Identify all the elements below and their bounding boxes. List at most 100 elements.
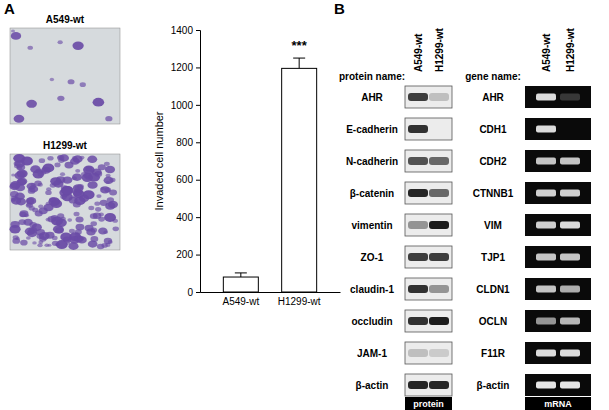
protein-band [408,285,428,293]
y-tick: 0 [187,287,200,298]
mrna-band [536,158,556,165]
stain-dot [98,227,107,234]
y-tick-label: 800 [176,137,193,148]
stain-dot [50,177,61,185]
y-tick-mark [196,67,200,68]
stain-dot [34,181,42,187]
protein-band [408,253,428,261]
stain-dot [38,205,43,209]
protein-band [429,349,449,357]
significance-annotation: *** [292,38,308,53]
stain-dot [96,194,101,198]
stain-dot [47,156,53,161]
stain-dot [60,172,65,176]
lane-label: A549-wt [413,33,424,72]
stain-dot [60,233,72,242]
protein-band [408,349,428,357]
stain-dot [112,226,119,231]
lane-label: H1299-wt [565,27,576,72]
stain-dot [26,197,36,205]
protein-name: E-cadherin [346,124,398,135]
y-axis: 0 200 400 600 800 1000 1200 1400 [171,25,201,298]
stain-dot [74,212,80,217]
stain-dot [44,243,49,247]
stain-dot [108,240,113,244]
mrna-band [560,318,580,325]
protein-band [408,381,428,389]
image-label: H1299-wt [43,140,88,151]
y-tick: 800 [176,137,200,148]
western-blot-strip [405,246,452,268]
stain-dot [50,78,54,81]
stain-dot [27,46,33,50]
gene-name: TJP1 [481,252,505,263]
protein-name: ZO-1 [361,252,384,263]
stain-dot [87,156,97,163]
y-tick: 1400 [171,25,200,36]
protein-name: AHR [361,92,383,103]
mrna-band [560,126,580,133]
mrna-band [560,254,580,261]
y-tick: 600 [176,174,200,185]
gel-strip [525,278,591,300]
micrograph-background [10,28,120,124]
stain-dot [61,186,73,195]
stain-dot [112,219,118,223]
stain-dot [73,184,84,192]
gene-name: VIM [484,220,502,231]
stain-dot [57,155,64,160]
protein-name: N-cadherin [346,156,398,167]
mrna-footer: mRNA [544,399,572,409]
x-tick: A549-wt [222,292,259,307]
stain-dot [106,174,111,178]
stain-dot [32,208,38,213]
stain-dot [26,236,31,240]
protein-header: protein name: [339,71,405,82]
mrna-band [560,190,580,197]
y-tick-label: 600 [176,174,193,185]
stain-dot [45,190,52,195]
protein-band [408,157,428,165]
y-tick-label: 400 [176,212,193,223]
protein-footer-box [405,397,452,410]
gene-name: CDH2 [479,156,507,167]
y-tick: 200 [176,249,200,260]
stain-dot [100,187,104,190]
bar [282,68,317,292]
protein-band [429,157,449,165]
protein-band [429,125,449,133]
stain-dot [26,100,37,108]
stain-dot [15,172,25,180]
x-tick-label: A549-wt [222,296,259,307]
protein-name: β-actin [356,380,389,391]
gel-strip [525,182,591,204]
lane-label: H1299-wt [434,27,445,72]
micrograph-background [10,154,120,250]
stain-dot [68,79,75,84]
y-tick-label: 1200 [171,62,194,73]
stain-dot [77,236,87,243]
error-cap [293,58,305,59]
western-blot-strip [405,374,452,396]
mrna-band [560,350,580,357]
y-tick-mark [196,255,200,256]
stain-dot [88,206,94,210]
mrna-band [560,382,580,389]
gel-strip [525,374,591,396]
stain-dot [39,158,46,163]
y-tick-label: 1000 [171,100,194,111]
protein-band [429,381,449,389]
y-tick-label: 0 [187,287,193,298]
stain-dot [80,82,86,87]
figure: ABA549-wtH1299-wt02004006008001000120014… [0,0,609,410]
gene-name: CDH1 [479,124,507,135]
stain-dot [23,219,32,226]
y-tick-label: 1400 [171,25,194,36]
protein-band [408,221,428,229]
error-cap [235,272,247,273]
protein-name: vimentin [351,220,392,231]
stain-dot [64,162,73,169]
stain-dot [104,162,110,166]
stain-dot [57,40,62,44]
mrna-band [560,286,580,293]
